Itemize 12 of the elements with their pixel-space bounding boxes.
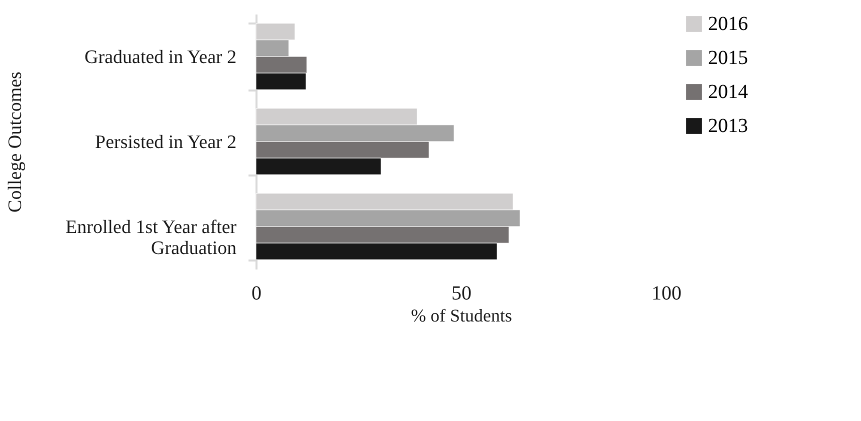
y-tick-label: Persisted in Year 2: [95, 132, 236, 153]
y-tick-label: Graduated in Year 2: [84, 47, 236, 68]
legend-label: 2015: [708, 47, 748, 69]
x-axis-title: % of Students: [411, 306, 512, 326]
x-tick-label: 0: [252, 282, 262, 304]
legend-label: 2016: [708, 13, 748, 35]
x-tick-label: 100: [652, 282, 682, 304]
legend-label: 2013: [708, 115, 748, 137]
x-tick-label: 50: [452, 282, 472, 304]
legend-label: 2014: [708, 81, 748, 103]
y-tick-label: Enrolled 1st Year after Graduation: [66, 217, 238, 259]
y-axis-title: College Outcomes: [4, 72, 26, 212]
